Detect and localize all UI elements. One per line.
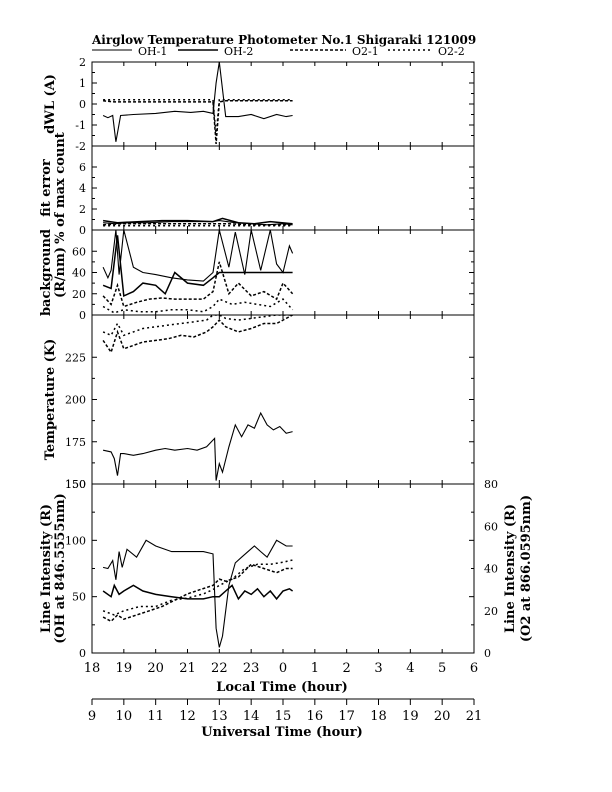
legend-label-oh-2: OH-2 [224, 45, 253, 58]
x2-tick-label: 15 [275, 709, 292, 724]
y-axis-label-2: (R/nm) [53, 247, 68, 298]
x-tick-label: 19 [116, 661, 133, 676]
x-tick-label: 2 [343, 661, 351, 676]
x-tick-label: 3 [374, 661, 382, 676]
x2-tick-label: 10 [116, 709, 133, 724]
x2-tick-label: 21 [466, 709, 483, 724]
panel-bg: 60 40 20 0 background (R/nm) [39, 229, 475, 322]
series-line-oh-2 [102, 235, 293, 298]
x2-tick-label: 17 [338, 709, 355, 724]
y2-tick-label: 20 [484, 605, 498, 618]
y-tick-label: 4 [79, 182, 86, 195]
series-line-o2-1 [102, 563, 293, 623]
x2-tick-label: 9 [88, 709, 96, 724]
y-tick-label: 175 [65, 436, 86, 449]
x2-tick-label: 20 [434, 709, 451, 724]
series-line-o2-1 [103, 100, 293, 144]
series-line-o2-2 [102, 298, 294, 314]
x-tick-label: 5 [438, 661, 446, 676]
y2-tick-label: 80 [484, 478, 498, 491]
x2-tick-label: 11 [147, 709, 164, 724]
series-line-oh-2 [102, 583, 294, 601]
series-line-oh-1 [102, 411, 293, 481]
y-tick-label: 2 [79, 203, 86, 216]
y-tick-label: 0 [79, 224, 86, 237]
y2-tick-label: 0 [484, 647, 491, 660]
x-tick-label: 21 [179, 661, 196, 676]
y-axis-label: Temperature (K) [43, 339, 58, 461]
y-axis-label: background [39, 229, 54, 316]
legend-label-o2-1: O2-1 [352, 45, 379, 58]
universal-time-axis: 9 10 11 12 13 14 15 16 17 18 19 20 21 [88, 698, 483, 724]
local-time-axis: 18 19 20 21 22 23 0 1 2 3 4 5 6 [84, 661, 478, 676]
y2-tick-label: 40 [484, 563, 498, 576]
panel-frame [91, 314, 475, 485]
y-tick-label: -1 [75, 119, 86, 132]
panel-fit: 6 4 2 0 fit error% of max count [39, 132, 475, 244]
x-tick-label: 23 [243, 661, 260, 676]
series-line-o2-1 [102, 261, 294, 308]
y-tick-label: 40 [72, 267, 86, 280]
x-tick-label: 18 [84, 661, 101, 676]
panel-frame [91, 483, 475, 654]
y-tick-label: -2 [75, 140, 86, 153]
y-axis-label: Line Intensity (R) [39, 504, 54, 633]
legend-label-oh-1: OH-1 [138, 45, 167, 58]
series-line-o2-1 [103, 222, 293, 226]
series-line-o2-2 [102, 559, 293, 616]
y-tick-label: 60 [72, 245, 86, 258]
series-line-oh-1 [102, 230, 294, 282]
y-tick-label: 1 [79, 77, 86, 90]
series-line-oh-1 [102, 62, 293, 142]
y-tick-label: 225 [65, 351, 86, 364]
y-axis-label-2: (OH at 846.5555nm) [53, 493, 68, 643]
x2-tick-label: 19 [402, 709, 419, 724]
panel-frame [91, 61, 475, 147]
y-tick-label: 0 [79, 647, 86, 660]
y-tick-label: 200 [65, 394, 86, 407]
series-line-oh-2 [102, 217, 293, 225]
y-tick-label: 0 [79, 309, 86, 322]
y-tick-label: 150 [65, 478, 86, 491]
y2-tick-label: 60 [484, 520, 498, 533]
x-tick-label: 20 [147, 661, 164, 676]
x2-tick-label: 12 [179, 709, 196, 724]
panel-temp: 225 200 175 150 Temperature (K) [43, 314, 475, 491]
x-tick-label: 4 [406, 661, 414, 676]
y-axis-label: fit error [39, 159, 54, 217]
x-tick-label: 6 [470, 661, 478, 676]
y-axis-label-2: % of max count [53, 132, 68, 244]
chart-title: Airglow Temperature Photometer No.1 Shig… [91, 33, 476, 47]
x-tick-label: 22 [211, 661, 228, 676]
y2-axis-label-2: (O2 at 866.0595nm) [519, 495, 534, 642]
y-axis-label: dWL (A) [43, 74, 58, 134]
panel-frame [91, 145, 475, 231]
series-line-oh-1 [102, 539, 293, 648]
y2-axis-label: Line Intensity (R) [503, 504, 518, 633]
y-tick-label: 100 [65, 534, 86, 547]
y-tick-label: 150 [65, 478, 86, 491]
x2-tick-label: 13 [211, 709, 228, 724]
chart-legend: OH-1 OH-2 O2-1 O2-2 [92, 45, 465, 58]
x2-axis-label: Universal Time (hour) [201, 725, 363, 740]
x2-tick-label: 14 [243, 709, 260, 724]
series-line-o2-1 [102, 315, 293, 354]
x2-tick-label: 18 [370, 709, 387, 724]
series-line-o2-2 [103, 99, 293, 136]
panel-dwl: 2 1 0 -1 -2 dWL (A) [43, 56, 475, 153]
x-tick-label: 1 [311, 661, 319, 676]
series-line-o2-2 [102, 315, 293, 337]
y-tick-label: 2 [79, 56, 86, 69]
legend-label-o2-2: O2-2 [438, 45, 465, 58]
y-tick-label: 6 [79, 161, 86, 174]
x-axis-label: Local Time (hour) [216, 680, 348, 695]
y-tick-label: 20 [72, 288, 86, 301]
x-tick-label: 0 [279, 661, 287, 676]
y-tick-label: 0 [79, 98, 86, 111]
x2-tick-label: 16 [307, 709, 324, 724]
y-tick-label: 50 [72, 591, 86, 604]
